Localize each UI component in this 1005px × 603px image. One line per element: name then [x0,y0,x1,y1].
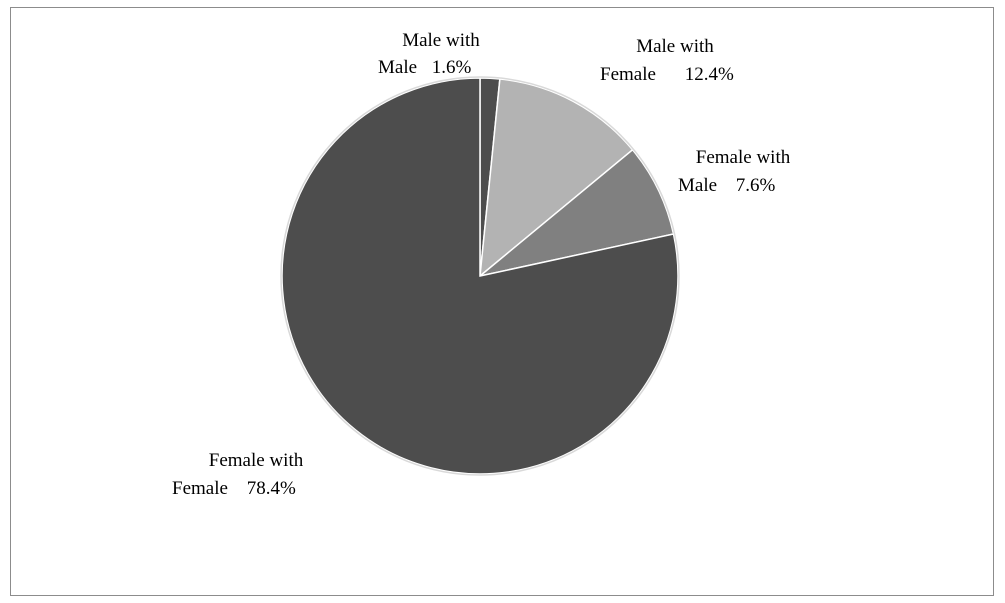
label-male-with-male-group: Male [378,57,417,78]
label-male-with-male-line2: Male 1.6% [378,57,472,78]
pie-rim [280,76,680,476]
label-female-with-male-group: Male [678,175,717,196]
label-female-with-female-line1: Female with [209,450,304,471]
label-female-with-male-line2: Male 7.6% [678,175,776,196]
label-male-with-female-line1: Male with [636,36,714,57]
pie-slice-female-with-female [281,77,679,475]
label-female-with-female-pct: 78.4% [247,478,296,499]
pie-slice-male-with-female [479,78,634,278]
label-female-with-male-line1: Female with [696,147,791,168]
label-female-with-female-group: Female [172,478,228,499]
label-male-with-male-line1: Male with [402,30,480,51]
label-female-with-female-line2: Female 78.4% [172,478,296,499]
label-female-with-male-pct: 7.6% [736,175,776,196]
label-male-with-female-group: Female [600,64,656,85]
label-male-with-female-pct: 12.4% [685,64,734,85]
label-male-with-male-pct: 1.6% [432,57,472,78]
pie-slices [280,76,680,476]
label-male-with-female-line2: Female 12.4% [600,64,734,85]
